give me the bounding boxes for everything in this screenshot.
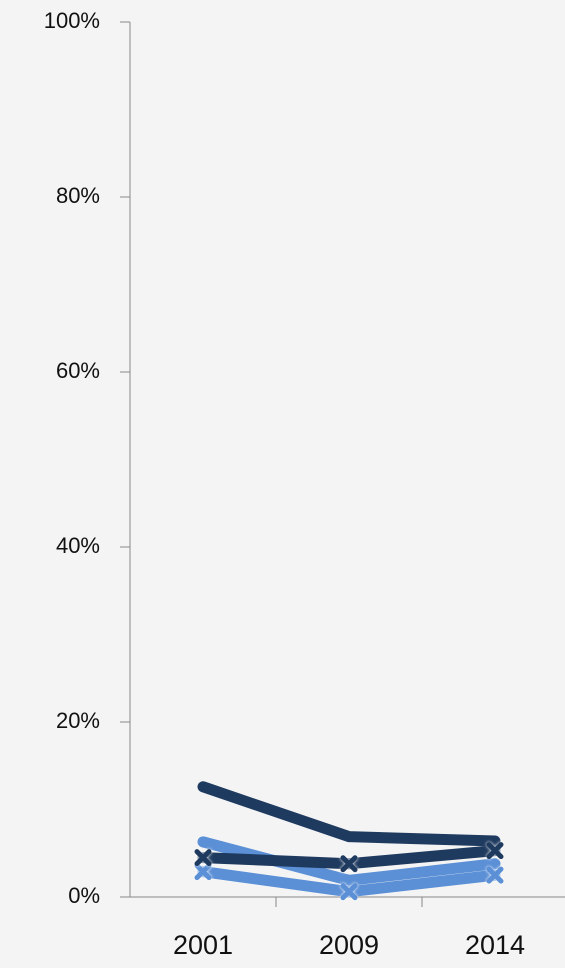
x-tick-label: 2009 (319, 930, 379, 960)
y-tick-label: 20% (56, 708, 100, 733)
x-tick-label: 2014 (465, 930, 525, 960)
page: {"chart_data": {"type": "line", "categor… (0, 0, 565, 968)
x-tick-label: 2001 (173, 930, 233, 960)
chart: 0% 20% 40% 60% 80% 100% 2001 2009 2014 (0, 0, 565, 968)
y-tick-label: 60% (56, 358, 100, 383)
y-tick-label: 0% (68, 883, 100, 908)
y-tick-label: 100% (44, 8, 100, 33)
series-line (203, 787, 495, 841)
y-tick-label: 40% (56, 533, 100, 558)
y-tick-label: 80% (56, 183, 100, 208)
